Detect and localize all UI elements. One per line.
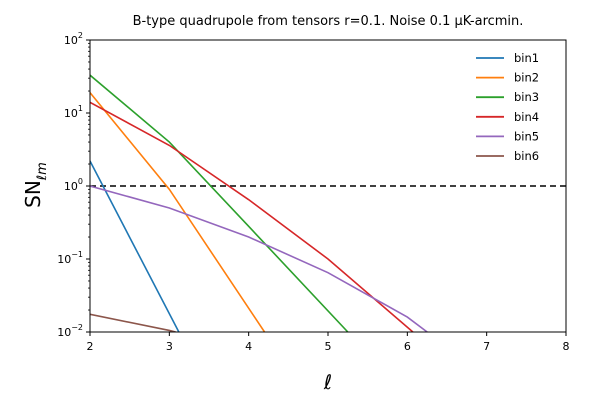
legend-label-bin4: bin4 <box>514 110 539 124</box>
chart-title: B-type quadrupole from tensors r=0.1. No… <box>133 14 524 29</box>
y-tick-exponent: 2 <box>78 31 83 40</box>
y-tick-exponent: 0 <box>78 177 83 186</box>
y-tick-base: 10 <box>57 326 71 339</box>
y-tick-base: 10 <box>64 180 78 193</box>
x-tick-label: 3 <box>166 340 173 353</box>
legend-label-bin6: bin6 <box>514 149 539 163</box>
y-tick-label: 100 <box>64 177 83 193</box>
series-line-bin6 <box>90 313 176 332</box>
legend-label-bin2: bin2 <box>514 71 539 85</box>
x-axis: 2 3 4 5 6 7 8 <box>87 332 570 353</box>
legend: bin1 bin2 bin3 bin4 bin5 bin6 <box>476 51 539 163</box>
series-line-bin3 <box>90 74 349 332</box>
y-tick-base: 10 <box>64 34 78 47</box>
x-tick-label: 5 <box>325 340 332 353</box>
y-tick-label: 10−1 <box>57 250 83 266</box>
y-axis-label: SNℓm <box>21 162 50 208</box>
y-tick-label: 101 <box>64 104 83 120</box>
legend-label-bin5: bin5 <box>514 129 539 143</box>
x-axis-label: ℓ <box>323 370 332 394</box>
y-axis-label-main: SN <box>21 180 45 208</box>
y-tick-exponent: −2 <box>71 323 83 332</box>
y-tick-label: 102 <box>64 31 83 47</box>
y-tick-base: 10 <box>64 107 78 120</box>
series-line-bin5 <box>90 185 428 332</box>
y-axis-label-sub: ℓm <box>35 162 50 181</box>
series-line-bin2 <box>90 92 266 332</box>
x-tick-label: 8 <box>563 340 570 353</box>
y-tick-label: 10−2 <box>57 323 83 339</box>
legend-label-bin3: bin3 <box>514 90 539 104</box>
x-tick-label: 2 <box>87 340 94 353</box>
x-tick-label: 4 <box>245 340 252 353</box>
x-tick-label: 6 <box>404 340 411 353</box>
series-line-bin4 <box>90 101 414 332</box>
legend-label-bin1: bin1 <box>514 51 539 65</box>
y-tick-exponent: −1 <box>71 250 83 259</box>
y-tick-base: 10 <box>57 253 71 266</box>
y-tick-exponent: 1 <box>78 104 83 113</box>
x-tick-label: 7 <box>483 340 490 353</box>
series-layer <box>90 74 566 332</box>
